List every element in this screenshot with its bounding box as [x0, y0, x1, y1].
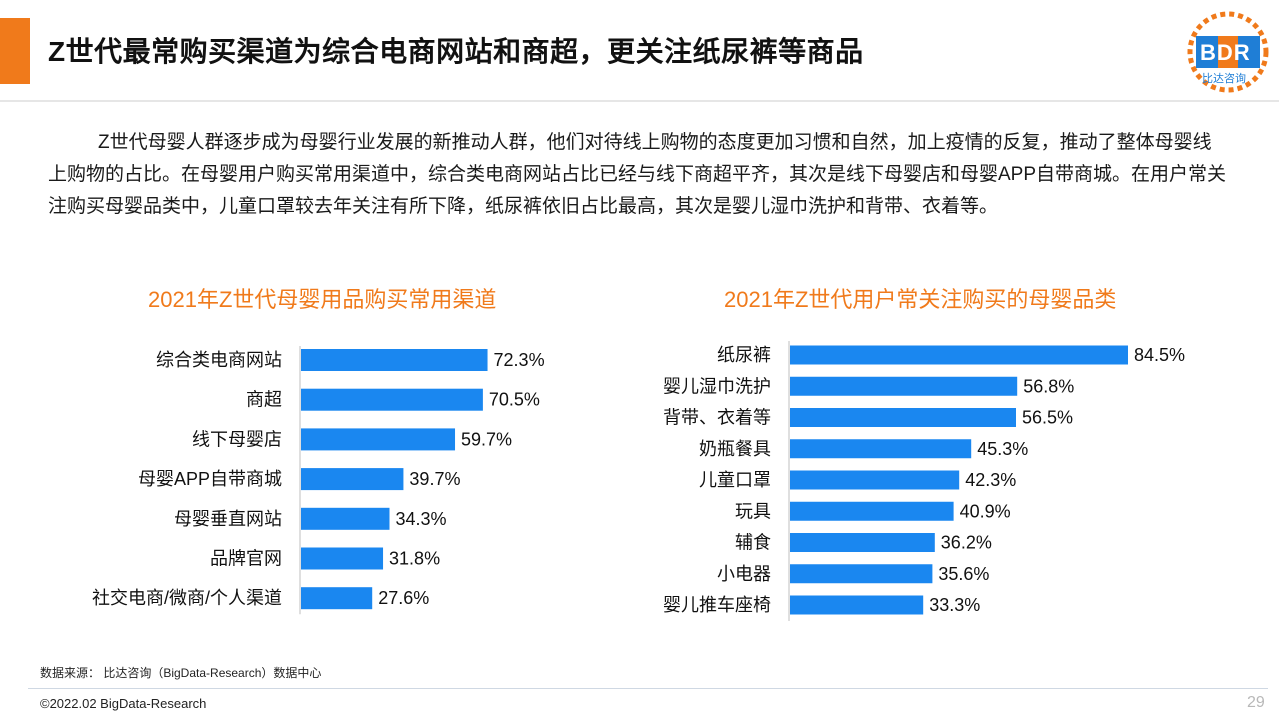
category-label: 玩具: [735, 501, 771, 521]
category-label: 背带、衣着等: [663, 408, 771, 428]
category-label: 线下母婴店: [192, 429, 282, 449]
category-label: 儿童口罩: [699, 470, 771, 490]
category-label: 婴儿推车座椅: [663, 595, 771, 615]
value-label: 72.3%: [494, 350, 545, 370]
value-label: 27.6%: [378, 588, 429, 608]
footer-divider: [28, 688, 1268, 689]
value-label: 31.8%: [389, 549, 440, 569]
bar: [301, 587, 373, 610]
value-label: 34.3%: [395, 509, 446, 529]
value-label: 36.2%: [941, 533, 992, 553]
chart1-title: 2021年Z世代母婴用品购买常用渠道: [148, 287, 497, 312]
category-label: 品牌官网: [210, 549, 282, 569]
bar: [790, 564, 933, 584]
bdr-logo: BDR 比达咨询: [1178, 8, 1272, 96]
value-label: 59.7%: [461, 429, 512, 449]
value-label: 84.5%: [1134, 345, 1185, 365]
bar: [790, 533, 935, 552]
logo-text: BDR: [1200, 40, 1251, 65]
category-label: 母婴APP自带商城: [138, 469, 282, 489]
page-number: 29: [1247, 694, 1265, 711]
logo-subtitle: 比达咨询: [1202, 73, 1246, 85]
bar: [790, 376, 1018, 396]
bar: [790, 439, 972, 459]
bar: [790, 595, 924, 615]
copyright-text: ©2022.02 BigData-Research: [40, 696, 207, 711]
value-label: 33.3%: [929, 595, 980, 615]
chart2-title: 2021年Z世代用户常关注购买的母婴品类: [724, 287, 1117, 312]
title-accent-bar: [0, 18, 30, 84]
bar: [301, 428, 456, 451]
value-label: 56.8%: [1023, 376, 1074, 396]
logo-block-r: [1238, 36, 1260, 68]
summary-paragraph: Z世代母婴人群逐步成为母婴行业发展的新推动人群，他们对待线上购物的态度更加习惯和…: [48, 132, 1227, 217]
bar: [790, 470, 960, 490]
logo-dotted-ring: [1187, 11, 1269, 93]
bar: [301, 468, 404, 491]
logo-graphic: [1187, 11, 1269, 93]
bar: [301, 547, 384, 570]
bar: [790, 408, 1016, 427]
bar: [790, 501, 954, 521]
page-title: Z世代最常购买渠道为综合电商网站和商超，更关注纸尿裤等商品: [48, 36, 864, 67]
title-divider: [0, 100, 1279, 102]
bar: [790, 345, 1128, 365]
bar: [301, 388, 483, 411]
value-label: 35.6%: [938, 564, 989, 584]
value-label: 70.5%: [489, 390, 540, 410]
logo-block-b: [1196, 36, 1218, 68]
category-label: 辅食: [735, 533, 771, 553]
category-label: 商超: [246, 390, 282, 410]
category-label: 母婴垂直网站: [174, 509, 282, 529]
value-label: 40.9%: [960, 501, 1011, 521]
channel-bar-chart: 综合类电商网站 72.3% 商超 70.5% 线下母婴店 59.7% 母婴APP自带商城 39…: [92, 346, 545, 615]
bar: [301, 507, 390, 530]
value-label: 56.5%: [1022, 408, 1073, 428]
bar: [301, 349, 488, 371]
category-label: 婴儿湿巾洗护: [663, 376, 771, 396]
category-label: 社交电商/微商/个人渠道: [92, 588, 282, 608]
value-label: 39.7%: [409, 469, 460, 489]
category-label: 奶瓶餐具: [699, 439, 771, 459]
category-label: 小电器: [717, 564, 771, 584]
logo-block-d: [1218, 36, 1238, 68]
category-label: 综合类电商网站: [156, 350, 282, 370]
value-label: 45.3%: [977, 439, 1028, 459]
category-label: 纸尿裤: [717, 345, 771, 365]
data-source-note: 数据来源： 比达咨询（BigData-Research）数据中心: [40, 666, 322, 680]
value-label: 42.3%: [965, 470, 1016, 490]
